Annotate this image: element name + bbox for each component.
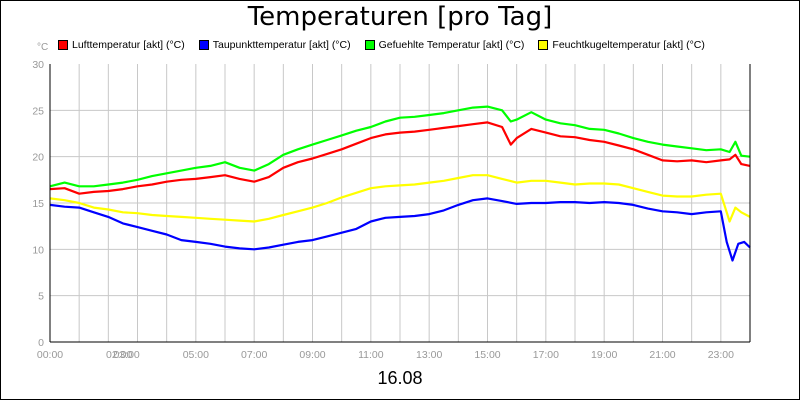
x-tick-label: 19:00 — [591, 349, 617, 361]
series-lines — [49, 105, 751, 262]
chart-grid — [50, 64, 750, 342]
y-tick-label: 25 — [32, 105, 44, 117]
y-tick-label: 5 — [38, 291, 44, 303]
y-tick-label: 20 — [32, 152, 44, 164]
x-tick-label: 15:00 — [474, 349, 500, 361]
legend-swatch — [198, 40, 209, 50]
legend-item: Taupunkttemperatur [akt] (°C) — [198, 38, 351, 52]
x-tick-label: 09:00 — [299, 349, 325, 361]
x-tick-label: 07:00 — [241, 349, 267, 361]
y-axis-ticks: 0 5 10 15 20 25 30 — [32, 59, 44, 349]
legend-item: Lufttemperatur [akt] (°C) — [58, 38, 185, 52]
x-tick-label: 05:00 — [183, 349, 209, 361]
legend-label: Taupunkttemperatur [akt] (°C) — [212, 39, 351, 51]
x-tick-label: 21:00 — [649, 349, 675, 361]
x-tick-label: 23:00 — [708, 349, 734, 361]
x-tick-label: 03:00 — [114, 349, 140, 361]
series-line-1 — [49, 197, 751, 262]
chart-title: Temperaturen [pro Tag] — [247, 2, 553, 32]
x-tick-label: 11:00 — [358, 349, 384, 361]
legend-item: Gefuehlte Temperatur [akt] (°C) — [364, 38, 525, 52]
legend-item: Feuchtkugeltemperatur [akt] (°C) — [538, 38, 705, 52]
y-tick-label: 10 — [32, 244, 44, 256]
y-axis-unit: °C — [37, 42, 49, 53]
chart-axes — [49, 64, 751, 343]
x-tick-label: 17:00 — [533, 349, 559, 361]
x-tick-label: 02:00 — [106, 349, 132, 361]
x-tick-label: 13:00 — [416, 349, 442, 361]
series-line-2 — [49, 105, 751, 188]
series-line-3 — [49, 174, 751, 223]
legend-swatch — [364, 40, 375, 50]
series-line-0 — [49, 121, 751, 195]
legend-label: Lufttemperatur [akt] (°C) — [72, 39, 185, 51]
date-label: 16.08 — [377, 368, 423, 388]
y-tick-label: 30 — [32, 59, 44, 71]
y-tick-label: 15 — [32, 198, 44, 210]
legend-swatch — [538, 40, 549, 50]
legend-label: Feuchtkugeltemperatur [akt] (°C) — [552, 39, 705, 51]
legend-label: Gefuehlte Temperatur [akt] (°C) — [378, 39, 525, 51]
chart-legend: Lufttemperatur [akt] (°C) Taupunkttempera… — [58, 38, 705, 52]
x-tick-label: 00:00 — [37, 349, 63, 361]
legend-swatch — [58, 40, 68, 50]
y-tick-label: 0 — [38, 337, 44, 349]
